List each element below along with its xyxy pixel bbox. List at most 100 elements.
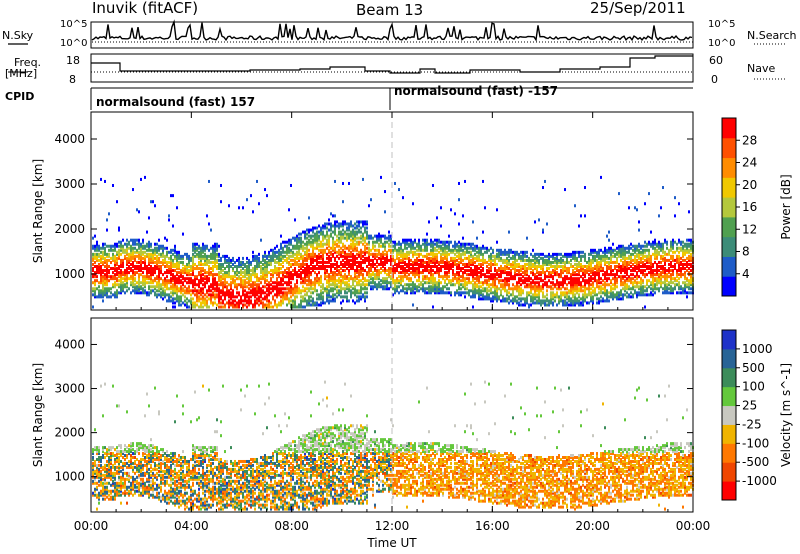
data-cell [418, 289, 420, 293]
data-cell [234, 303, 236, 307]
data-cell [150, 242, 152, 246]
data-cell [158, 279, 160, 283]
data-cell [606, 277, 608, 281]
data-cell [372, 242, 374, 246]
data-cell [500, 275, 502, 279]
data-cell [174, 275, 176, 279]
data-cell [350, 258, 352, 262]
data-cell [396, 279, 398, 283]
data-cell [304, 269, 306, 273]
data-cell [292, 269, 294, 273]
data-cell [556, 279, 558, 283]
data-cell [300, 281, 302, 285]
data-cell [288, 238, 290, 242]
data-cell [354, 248, 356, 252]
data-cell [544, 258, 546, 262]
data-cell [486, 275, 488, 279]
data-cell [134, 254, 136, 258]
data-cell [374, 285, 376, 289]
data-cell [306, 262, 308, 266]
data-cell [332, 248, 334, 252]
data-cell [422, 287, 424, 291]
data-cell [584, 254, 586, 258]
data-cell [280, 252, 282, 256]
data-cell [464, 252, 466, 256]
data-cell [324, 224, 326, 228]
data-cell [454, 260, 456, 264]
data-cell [114, 283, 116, 287]
data-cell [314, 301, 316, 305]
data-cell [172, 252, 174, 256]
data-cell [320, 277, 322, 281]
data-cell [368, 269, 370, 273]
data-cell [266, 275, 268, 279]
data-cell [434, 285, 436, 289]
data-cell [128, 252, 130, 256]
data-cell [152, 271, 154, 275]
data-cell [366, 242, 368, 246]
data-cell [486, 293, 488, 297]
data-cell [106, 218, 108, 222]
data-cell [334, 283, 336, 287]
data-cell [336, 260, 338, 264]
data-cell [136, 242, 138, 246]
data-cell [356, 289, 358, 293]
data-cell [284, 295, 286, 299]
data-cell [308, 254, 310, 258]
beam-title: Beam 13 [356, 1, 424, 19]
data-cell [172, 299, 174, 303]
data-cell [338, 240, 340, 244]
data-cell [296, 236, 298, 240]
data-cell [364, 226, 366, 230]
data-cell [318, 265, 320, 268]
data-cell [322, 234, 324, 238]
data-cell [424, 289, 426, 293]
data-cell [604, 254, 606, 258]
data-cell [470, 281, 472, 285]
data-cell [334, 248, 336, 252]
data-cell [590, 277, 592, 281]
data-cell [102, 256, 104, 260]
data-cell [490, 283, 492, 287]
data-cell [350, 291, 352, 295]
data-cell [418, 265, 420, 268]
data-cell [532, 293, 534, 297]
data-cell [246, 301, 248, 305]
data-cell [340, 287, 342, 291]
data-cell [216, 281, 218, 285]
data-cell [330, 287, 332, 291]
data-cell [152, 252, 154, 256]
data-cell [408, 238, 410, 242]
data-cell [540, 279, 542, 283]
data-cell [272, 254, 274, 258]
data-cell [116, 271, 118, 275]
data-cell [390, 285, 392, 289]
data-cell [326, 295, 328, 299]
data-cell [348, 236, 350, 240]
data-cell [516, 299, 518, 303]
data-cell [542, 267, 544, 271]
data-cell [394, 269, 396, 273]
data-cell [574, 285, 576, 289]
data-cell [512, 277, 514, 281]
data-cell [254, 281, 256, 285]
data-cell [104, 273, 106, 277]
data-cell [346, 226, 348, 230]
data-cell [352, 287, 354, 291]
data-cell [272, 271, 274, 275]
data-cell [440, 260, 442, 264]
data-cell [210, 293, 212, 297]
data-cell [282, 287, 284, 291]
data-cell [432, 246, 434, 250]
data-cell [458, 277, 460, 281]
data-cell [402, 254, 404, 258]
data-cell [386, 250, 388, 254]
data-cell [126, 256, 128, 260]
data-cell [98, 252, 100, 256]
data-cell [546, 262, 548, 266]
data-cell [378, 238, 380, 242]
data-cell [116, 277, 118, 281]
data-cell [356, 220, 358, 224]
data-cell [378, 273, 380, 277]
data-cell [404, 254, 406, 258]
